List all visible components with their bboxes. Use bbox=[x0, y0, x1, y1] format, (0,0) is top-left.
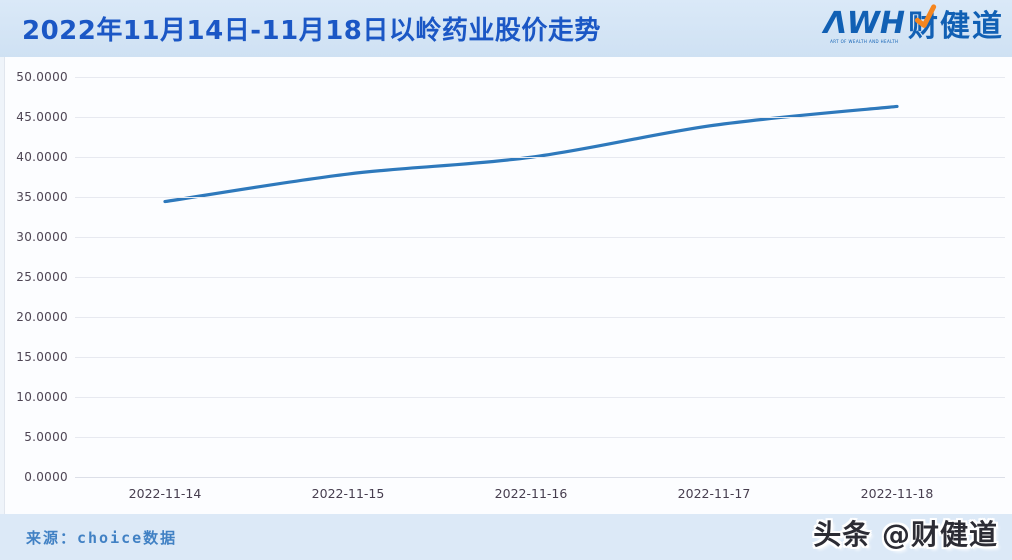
brand-logo: ΛWH ART OF WEALTH AND HEALTH 财健道 bbox=[823, 3, 1004, 45]
footer: 来源：choice数据 头条 @财健道 bbox=[0, 514, 1012, 560]
logo-tagline: ART OF WEALTH AND HEALTH bbox=[830, 38, 899, 44]
chart-area: 0.0000 5.0000 10.0000 15.0000 20.0000 25.0000… bbox=[0, 57, 1012, 514]
gridline bbox=[75, 437, 1005, 438]
gridline bbox=[75, 77, 1005, 78]
y-axis-tick-label: 35.0000 bbox=[16, 190, 68, 204]
gridline bbox=[75, 237, 1005, 238]
gridline bbox=[75, 277, 1005, 278]
gridline bbox=[75, 197, 1005, 198]
x-axis-tick-label: 2022-11-17 bbox=[677, 486, 751, 501]
y-axis-tick-label: 40.0000 bbox=[16, 150, 68, 164]
y-axis-tick-label: 10.0000 bbox=[16, 390, 68, 404]
y-axis-tick-label: 30.0000 bbox=[16, 230, 68, 244]
y-axis-tick-label: 5.0000 bbox=[24, 430, 68, 444]
gridline bbox=[75, 117, 1005, 118]
y-axis-tick-label: 15.0000 bbox=[16, 350, 68, 364]
logo-cn-label: 财健道 bbox=[908, 8, 1004, 44]
gridline bbox=[75, 157, 1005, 158]
price-line-plot bbox=[163, 104, 899, 204]
header: 2022年11月14日-11月18日以岭药业股价走势 ΛWH ART OF WE… bbox=[0, 0, 1012, 57]
x-axis-tick-label: 2022-11-16 bbox=[494, 486, 568, 501]
price-line bbox=[163, 104, 899, 204]
y-axis-tick-label: 45.0000 bbox=[16, 110, 68, 124]
logo-cn-text: 财健道 bbox=[908, 3, 1004, 45]
x-axis-tick-label: 2022-11-18 bbox=[860, 486, 934, 501]
gridline bbox=[75, 317, 1005, 318]
gridline bbox=[75, 397, 1005, 398]
y-axis-tick-label: 0.0000 bbox=[24, 470, 68, 484]
x-axis-tick-label: 2022-11-14 bbox=[128, 486, 202, 501]
gridline bbox=[75, 477, 1005, 478]
toutiao-watermark: 头条 @财健道 bbox=[813, 518, 998, 551]
plot-left-margin bbox=[0, 57, 4, 514]
y-axis-tick-label: 50.0000 bbox=[16, 70, 68, 84]
data-source-label: 来源：choice数据 bbox=[26, 529, 178, 547]
plot-left-border bbox=[4, 57, 5, 514]
y-axis-tick-label: 25.0000 bbox=[16, 270, 68, 284]
page-title: 2022年11月14日-11月18日以岭药业股价走势 bbox=[22, 16, 601, 46]
y-axis-tick-label: 20.0000 bbox=[16, 310, 68, 324]
logo-awh-text: ΛWH bbox=[823, 5, 905, 41]
x-axis-tick-label: 2022-11-15 bbox=[311, 486, 385, 501]
gridline bbox=[75, 357, 1005, 358]
logo-awh-block: ΛWH ART OF WEALTH AND HEALTH bbox=[823, 5, 905, 44]
